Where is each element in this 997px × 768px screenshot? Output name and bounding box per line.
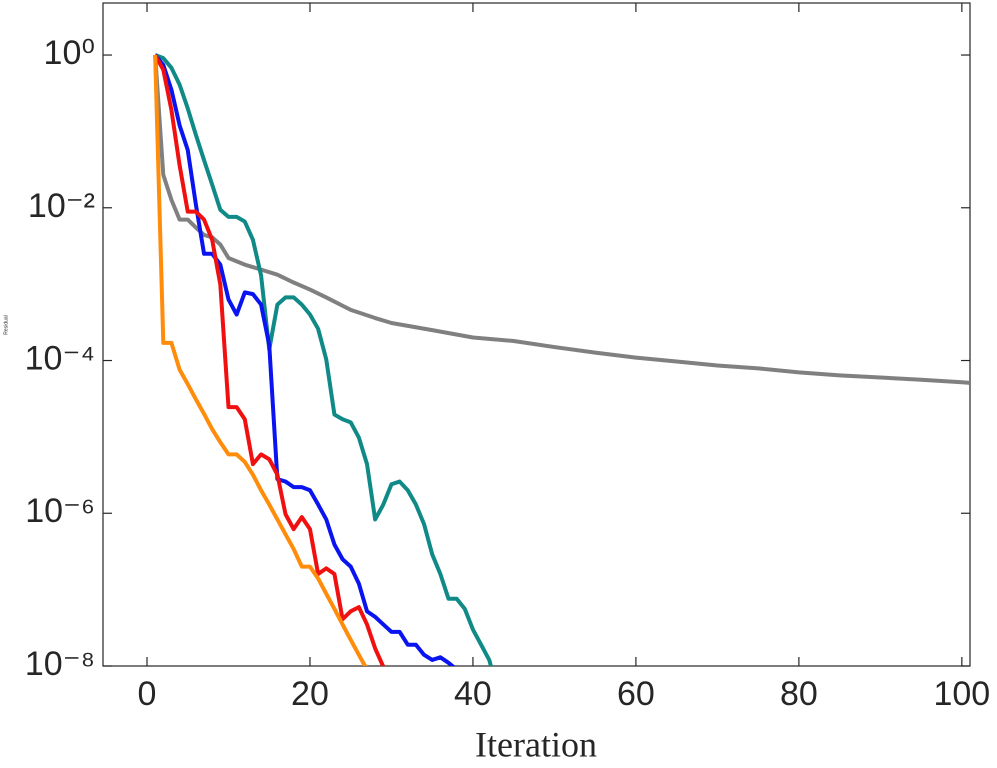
x-tick-label: 80 [780, 675, 818, 713]
x-tick-label: 100 [933, 675, 990, 713]
series-line [153, 53, 456, 666]
series-line [153, 54, 970, 385]
series-line [154, 53, 494, 666]
x-tick-label: 40 [454, 675, 492, 713]
y-tick-label: 10⁻⁶ [25, 492, 95, 530]
x-tick-label: 20 [291, 675, 329, 713]
plot-frame [102, 2, 971, 667]
y-tick-label: 10⁻⁸ [25, 645, 95, 683]
y-axis-label: Residual [3, 315, 9, 334]
series-line [153, 54, 386, 666]
y-tick-label: 10⁻⁴ [25, 339, 95, 377]
y-tick-label: 10⁰ [44, 34, 95, 72]
x-axis-label: Iteration [475, 724, 597, 764]
y-tick-label: 10⁻² [28, 187, 95, 225]
x-tick-label: 60 [617, 675, 655, 713]
x-tick-label: 0 [138, 675, 157, 713]
series-line [153, 54, 368, 666]
lines [153, 53, 970, 666]
